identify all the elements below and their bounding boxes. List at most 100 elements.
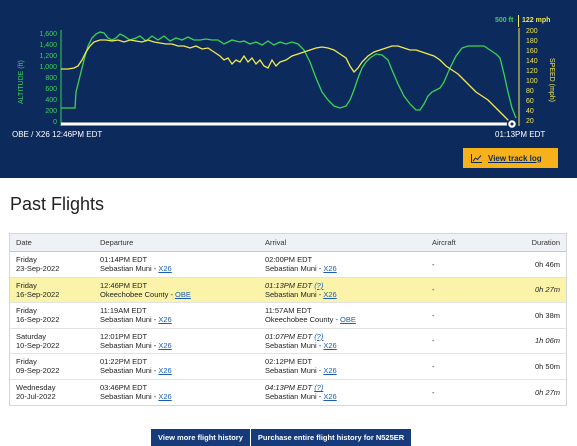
cell-arrival: 01:07PM EDT (?) Sebastian Muni - X26 xyxy=(265,332,432,350)
altitude-tick: 0 xyxy=(53,119,57,126)
altitude-tick: 800 xyxy=(45,75,57,82)
altitude-axis-ticks: 1,600 1,400 1,200 1,000 800 600 400 200 … xyxy=(39,31,57,126)
cell-date: Friday 09-Sep-2022 xyxy=(10,357,100,375)
flight-date: 10-Sep-2022 xyxy=(16,340,60,350)
cell-aircraft: - xyxy=(432,387,435,397)
cell-departure: 12:01PM EDT Sebastian Muni - X26 xyxy=(100,332,265,350)
departure-time: 01:22PM EDT xyxy=(100,357,148,367)
line-chart-icon xyxy=(471,153,482,163)
departure-airport-code-link[interactable]: X26 xyxy=(158,366,172,376)
cell-departure: 01:22PM EDT Sebastian Muni - X26 xyxy=(100,357,265,375)
header-aircraft[interactable]: Aircraft xyxy=(432,238,456,247)
speed-tick: 80 xyxy=(526,88,534,95)
departure-airport-code-link[interactable]: OBE xyxy=(175,289,191,299)
departure-time: 11:19AM EDT xyxy=(100,306,147,316)
flight-date: 23-Sep-2022 xyxy=(16,264,60,274)
cell-date: Friday 16-Sep-2022 xyxy=(10,281,100,299)
header-departure[interactable]: Departure xyxy=(100,238,134,247)
cell-date: Friday 16-Sep-2022 xyxy=(10,306,100,324)
flight-chart-panel: 1,600 1,400 1,200 1,000 800 600 400 200 … xyxy=(0,0,577,178)
table-row[interactable]: Friday 09-Sep-2022 01:22PM EDT Sebastian… xyxy=(10,354,566,380)
departure-airport: Sebastian Muni - xyxy=(100,315,159,325)
speed-tick: 60 xyxy=(526,98,534,105)
estimated-time-help-link[interactable]: (?) xyxy=(314,383,324,393)
header-arrival[interactable]: Arrival xyxy=(265,238,287,247)
altitude-tick: 200 xyxy=(45,108,57,115)
cell-arrival: 01:13PM EDT (?) Sebastian Muni - X26 xyxy=(265,281,432,299)
speed-tick: 100 xyxy=(526,78,538,85)
cell-arrival: 04:13PM EDT (?) Sebastian Muni - X26 xyxy=(265,383,432,401)
purchase-history-button[interactable]: Purchase entire flight history for N525E… xyxy=(250,429,413,446)
flight-day: Friday xyxy=(16,306,37,316)
departure-airport: Okeechobee County - xyxy=(100,289,176,299)
flight-day: Friday xyxy=(16,280,37,290)
arrival-airport-code-link[interactable]: OBE xyxy=(340,315,356,325)
altitude-tick: 600 xyxy=(45,86,57,93)
arrival-airport-code-link[interactable]: X26 xyxy=(323,289,337,299)
departure-airport-code-link[interactable]: X26 xyxy=(158,264,172,274)
header-date[interactable]: Date xyxy=(16,238,32,247)
cell-duration: 0h 46m xyxy=(534,259,560,269)
view-more-history-button[interactable]: View more flight history xyxy=(151,429,251,446)
table-row-selected[interactable]: Friday 16-Sep-2022 12:46PM EDT Okeechobe… xyxy=(10,277,566,303)
table-row[interactable]: Friday 23-Sep-2022 01:14PM EDT Sebastian… xyxy=(10,252,566,278)
speed-tick: 40 xyxy=(526,108,534,115)
cell-duration: 0h 27m xyxy=(534,285,560,295)
departure-time-label: OBE / X26 12:46PM EDT xyxy=(12,130,103,139)
altitude-legend: 500 ft xyxy=(495,17,514,24)
arrival-airport: Okeechobee County - xyxy=(265,315,341,325)
departure-airport-code-link[interactable]: X26 xyxy=(158,392,172,402)
cell-departure: 01:14PM EDT Sebastian Muni - X26 xyxy=(100,255,265,273)
cell-date: Friday 23-Sep-2022 xyxy=(10,255,100,273)
speed-tick: 200 xyxy=(526,28,538,35)
cell-arrival: 02:00PM EDT Sebastian Muni - X26 xyxy=(265,255,432,273)
estimated-time-help-link[interactable]: (?) xyxy=(314,331,324,341)
arrival-airport-code-link[interactable]: X26 xyxy=(323,366,337,376)
arrival-airport: Sebastian Muni - xyxy=(265,366,324,376)
departure-time: 12:01PM EDT xyxy=(100,331,148,341)
arrival-time: 02:12PM EDT xyxy=(265,357,313,367)
departure-time: 12:46PM EDT xyxy=(100,280,148,290)
aircraft-position-marker-center xyxy=(510,122,514,126)
cell-aircraft: - xyxy=(432,361,435,371)
speed-tick: 180 xyxy=(526,38,538,45)
cell-duration: 0h 38m xyxy=(534,310,560,320)
flight-date: 16-Sep-2022 xyxy=(16,289,60,299)
arrival-airport-code-link[interactable]: X26 xyxy=(323,392,337,402)
altitude-axis-label: ALTITUDE (ft) xyxy=(18,60,25,104)
history-button-bar: View more flight history Purchase entire… xyxy=(151,429,413,446)
departure-airport-code-link[interactable]: X26 xyxy=(158,315,172,325)
past-flights-table: Date Departure Arrival Aircraft Duration… xyxy=(9,233,567,406)
speed-tick: 160 xyxy=(526,48,538,55)
departure-airport: Sebastian Muni - xyxy=(100,366,159,376)
altitude-tick: 1,400 xyxy=(39,42,57,49)
arrival-time: 01:07PM EDT xyxy=(265,331,315,341)
arrival-time: 04:13PM EDT xyxy=(265,383,315,393)
arrival-airport: Sebastian Muni - xyxy=(265,264,324,274)
cell-departure: 12:46PM EDT Okeechobee County - OBE xyxy=(100,281,265,299)
arrival-airport-code-link[interactable]: X26 xyxy=(323,340,337,350)
arrival-time: 02:00PM EDT xyxy=(265,255,313,265)
view-track-log-button[interactable]: View track log xyxy=(463,148,558,168)
arrival-airport-code-link[interactable]: X26 xyxy=(323,264,337,274)
header-duration[interactable]: Duration xyxy=(531,238,560,247)
altitude-tick: 400 xyxy=(45,97,57,104)
flight-date: 09-Sep-2022 xyxy=(16,366,60,376)
cell-date: Saturday 10-Sep-2022 xyxy=(10,332,100,350)
speed-legend: 122 mph xyxy=(522,17,551,24)
view-track-log-label: View track log xyxy=(488,153,542,163)
speed-tick: 120 xyxy=(526,68,538,75)
cell-departure: 03:46PM EDT Sebastian Muni - X26 xyxy=(100,383,265,401)
flight-day: Friday xyxy=(16,255,37,265)
departure-airport-code-link[interactable]: X26 xyxy=(158,340,172,350)
arrival-time: 11:57AM EDT xyxy=(265,306,312,316)
table-row[interactable]: Friday 16-Sep-2022 11:19AM EDT Sebastian… xyxy=(10,303,566,329)
flight-day: Wednesday xyxy=(16,383,56,393)
cell-arrival: 11:57AM EDT Okeechobee County - OBE xyxy=(265,306,432,324)
past-flights-title: Past Flights xyxy=(10,194,105,214)
estimated-time-help-link[interactable]: (?) xyxy=(314,280,324,290)
table-row[interactable]: Wednesday 20-Jul-2022 03:46PM EDT Sebast… xyxy=(10,380,566,406)
speed-tick: 140 xyxy=(526,58,538,65)
cell-arrival: 02:12PM EDT Sebastian Muni - X26 xyxy=(265,357,432,375)
table-row[interactable]: Saturday 10-Sep-2022 12:01PM EDT Sebasti… xyxy=(10,329,566,354)
